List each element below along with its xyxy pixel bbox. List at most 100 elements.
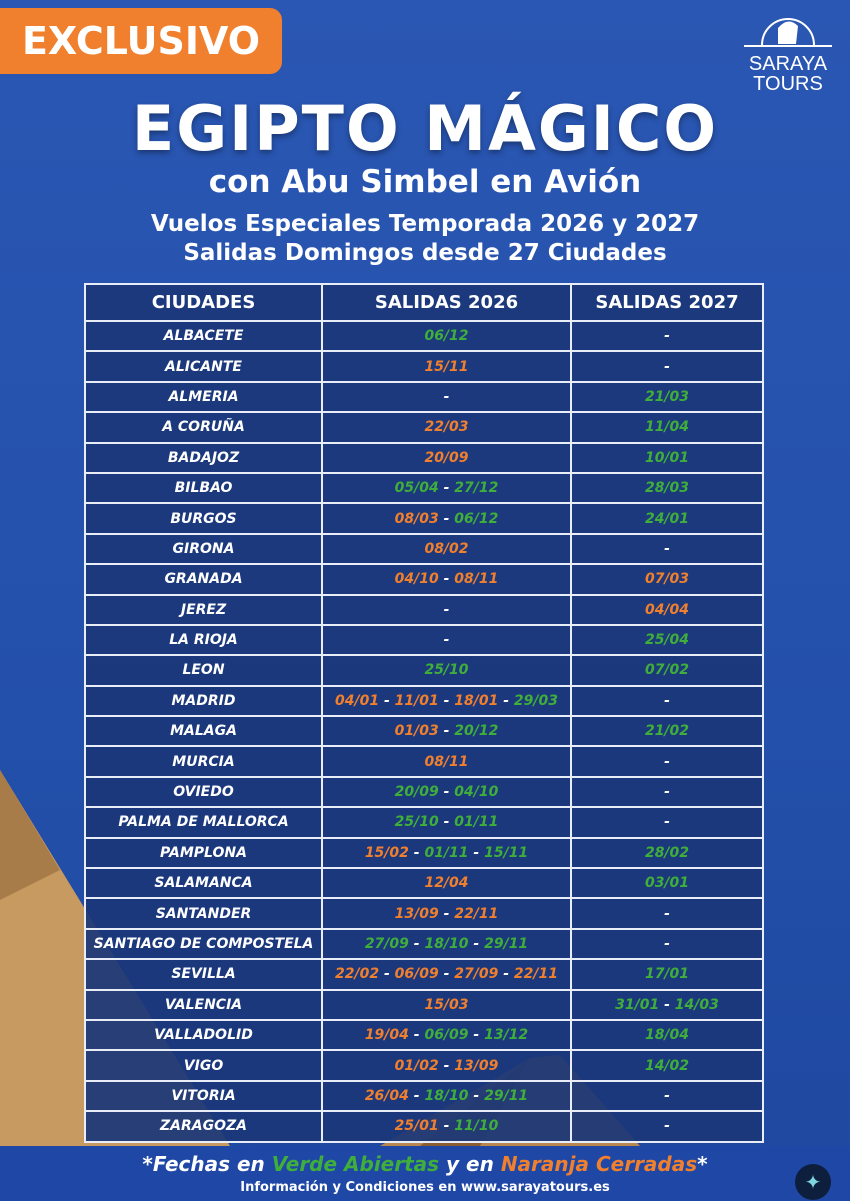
- table-row: VIGO 01/02 - 13/09 14/02: [84, 1049, 764, 1082]
- departures-2027-cell: 21/03: [570, 380, 764, 414]
- separator: -: [498, 966, 514, 983]
- table-row: A CORUÑA 22/03 11/04: [84, 411, 764, 444]
- departures-2026-cell: 19/04 - 06/09 - 13/12: [321, 1018, 572, 1052]
- footer-bar: [0, 1146, 850, 1201]
- departures-2026-cell: 04/01 - 11/01 - 18/01 - 29/03: [321, 684, 572, 718]
- departures-2026-cell: 22/03: [321, 411, 572, 444]
- header-cities: CIUDADES: [84, 283, 323, 322]
- table-row: VALLADOLID 19/04 - 06/09 - 13/12 18/04: [84, 1018, 764, 1052]
- city-cell: LA RIOJA: [84, 623, 323, 657]
- date: -: [664, 905, 670, 922]
- departures-2027-cell: 04/04: [570, 593, 764, 626]
- date: -: [443, 388, 450, 405]
- date: 08/11: [454, 571, 499, 588]
- departures-table: CIUDADES SALIDAS 2026 SALIDAS 2027 ALBAC…: [84, 283, 764, 1143]
- departures-2026-cell: 25/01 - 11/10: [321, 1110, 572, 1143]
- tagline: Vuelos Especiales Temporada 2026 y 2027 …: [0, 210, 850, 268]
- date: 18/10: [424, 1087, 469, 1104]
- departures-2026-cell: 12/04: [321, 867, 572, 900]
- separator: -: [379, 692, 395, 709]
- date: 24/01: [644, 510, 690, 527]
- table-row: PALMA DE MALLORCA 25/10 - 01/11-: [84, 806, 764, 839]
- date: -: [664, 328, 670, 345]
- city-cell: PALMA DE MALLORCA: [84, 806, 323, 839]
- date: 13/12: [484, 1027, 529, 1044]
- date: 08/11: [424, 753, 469, 770]
- city-cell: VALLADOLID: [84, 1018, 323, 1052]
- table-row: GRANADA 04/10 - 08/11 07/03: [84, 563, 764, 596]
- date: 14/02: [644, 1057, 690, 1074]
- date: 15/03: [424, 996, 469, 1013]
- tagline-1: Vuelos Especiales Temporada 2026 y 2027: [150, 211, 700, 237]
- date: 04/10: [454, 784, 499, 801]
- departures-2027-cell: -: [570, 1079, 764, 1113]
- separator: -: [498, 692, 514, 709]
- table-row: LA RIOJA - 25/04: [84, 623, 764, 657]
- date: 08/03: [394, 510, 439, 527]
- departures-2026-cell: -: [321, 593, 572, 626]
- date: 22/02: [335, 966, 380, 983]
- date: -: [443, 601, 450, 618]
- date: 29/11: [484, 1087, 529, 1104]
- header-2026: SALIDAS 2026: [321, 283, 572, 322]
- header-2027: SALIDAS 2027: [570, 283, 764, 322]
- departures-2026-cell: 20/09 - 04/10: [321, 775, 572, 809]
- separator: -: [438, 814, 455, 831]
- table-row: VITORIA 26/04 - 18/10 - 29/11-: [84, 1079, 764, 1113]
- departures-2027-cell: -: [570, 745, 764, 778]
- departures-2027-cell: -: [570, 775, 764, 809]
- departures-2027-cell: 07/02: [570, 654, 764, 687]
- date: 20/12: [454, 723, 499, 740]
- departures-2026-cell: 25/10: [321, 654, 572, 687]
- separator: -: [659, 996, 675, 1013]
- departures-2027-cell: -: [570, 350, 764, 383]
- date: -: [664, 1118, 670, 1135]
- logo-text-1: SARAYA: [748, 53, 828, 75]
- saraya-tours-logo: SARAYA TOURS: [742, 10, 834, 98]
- separator: -: [438, 692, 455, 709]
- departures-2027-cell: 10/01: [570, 441, 764, 474]
- date: 31/01: [615, 996, 660, 1013]
- separator: -: [438, 784, 455, 801]
- table-row: GIRONA 08/02 -: [84, 532, 764, 566]
- separator: -: [408, 1087, 425, 1104]
- departures-2027-cell: 11/04: [570, 411, 764, 444]
- legend-green: Verde Abiertas: [271, 1152, 440, 1176]
- separator: -: [438, 1118, 455, 1135]
- table-row: MURCIA 08/11 -: [84, 745, 764, 778]
- departures-2026-cell: 26/04 - 18/10 - 29/11: [321, 1079, 572, 1113]
- app-icon[interactable]: ✦: [795, 1164, 831, 1200]
- departures-2027-cell: 24/01: [570, 502, 764, 535]
- departures-2027-cell: 21/02: [570, 715, 764, 748]
- city-cell: ZARAGOZA: [84, 1110, 323, 1143]
- separator: -: [438, 571, 455, 588]
- departures-2026-cell: -: [321, 380, 572, 414]
- date: 15/11: [424, 358, 469, 375]
- separator: -: [408, 1027, 425, 1044]
- table-row: ALMERIA - 21/03: [84, 380, 764, 414]
- table-row: ALBACETE 06/12 -: [84, 319, 764, 353]
- departures-2027-cell: 03/01: [570, 867, 764, 900]
- city-cell: GRANADA: [84, 563, 323, 596]
- date: 07/02: [644, 662, 690, 679]
- date: -: [664, 814, 670, 831]
- date: 18/01: [454, 692, 499, 709]
- date: 28/02: [644, 844, 690, 861]
- departures-2026-cell: 05/04 - 27/12: [321, 471, 572, 505]
- departures-2027-cell: 25/04: [570, 623, 764, 657]
- departures-2027-cell: -: [570, 927, 764, 961]
- date: 27/12: [454, 480, 499, 497]
- table-row: SEVILLA 22/02 - 06/09 - 27/09 - 22/11 17/0…: [84, 958, 764, 991]
- table-row: SANTIAGO DE COMPOSTELA 27/09 - 18/10 - 29…: [84, 927, 764, 961]
- date: 01/11: [454, 814, 499, 831]
- separator: -: [438, 510, 455, 527]
- city-cell: VIGO: [84, 1049, 323, 1082]
- city-cell: LEON: [84, 654, 323, 687]
- city-cell: JEREZ: [84, 593, 323, 626]
- table-row: BURGOS 08/03 - 06/12 24/01: [84, 502, 764, 535]
- date: 01/11: [424, 844, 469, 861]
- date: 04/01: [335, 692, 380, 709]
- table-row: JEREZ - 04/04: [84, 593, 764, 626]
- departures-2027-cell: 28/02: [570, 836, 764, 870]
- date: 11/04: [644, 419, 690, 436]
